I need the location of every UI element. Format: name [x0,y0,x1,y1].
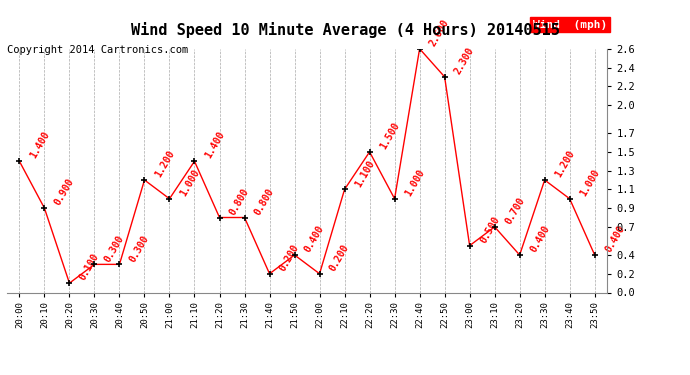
Text: 0.800: 0.800 [253,186,276,217]
Text: 2.600: 2.600 [428,18,451,48]
Text: Wind Speed 10 Minute Average (4 Hours) 20140515: Wind Speed 10 Minute Average (4 Hours) 2… [130,22,560,39]
Text: 1.400: 1.400 [203,130,226,160]
Text: 1.000: 1.000 [578,168,602,198]
Text: 0.400: 0.400 [528,224,551,254]
Text: 1.000: 1.000 [178,168,201,198]
Text: 0.500: 0.500 [478,214,502,245]
Text: 0.100: 0.100 [78,252,101,282]
Text: 1.000: 1.000 [403,168,426,198]
Text: 0.400: 0.400 [603,224,627,254]
Text: 1.200: 1.200 [553,149,576,179]
Text: 0.300: 0.300 [128,233,151,264]
Text: 0.200: 0.200 [278,243,302,273]
Text: Copyright 2014 Cartronics.com: Copyright 2014 Cartronics.com [7,45,188,55]
Text: 0.900: 0.900 [52,177,76,207]
Text: 1.400: 1.400 [28,130,51,160]
Text: 0.400: 0.400 [303,224,326,254]
Text: 0.700: 0.700 [503,196,526,226]
Text: 1.200: 1.200 [152,149,176,179]
Text: 1.100: 1.100 [353,158,376,189]
Text: 0.200: 0.200 [328,243,351,273]
Text: 1.500: 1.500 [378,121,402,151]
Text: 2.300: 2.300 [453,46,476,76]
Text: 0.800: 0.800 [228,186,251,217]
Text: 0.300: 0.300 [103,233,126,264]
Text: Wind  (mph): Wind (mph) [533,20,607,30]
